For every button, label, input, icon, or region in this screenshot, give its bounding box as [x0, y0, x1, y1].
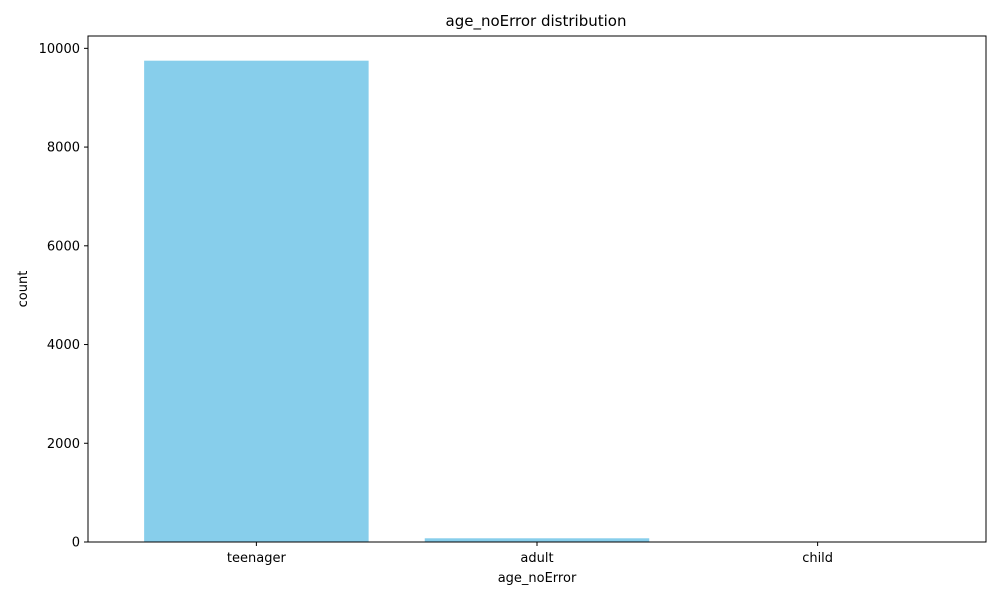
y-tick-label: 0	[72, 536, 80, 551]
y-axis-title: count	[16, 271, 31, 308]
x-axis: teenager adult child	[227, 542, 833, 566]
bar-teenager	[144, 60, 369, 543]
bar-adult	[424, 538, 650, 542]
y-tick-label: 4000	[47, 338, 80, 353]
x-tick-label: adult	[520, 551, 553, 566]
y-tick-label: 6000	[47, 239, 80, 254]
chart-title: age_noError distribution	[446, 12, 627, 31]
y-tick-label: 2000	[47, 437, 80, 452]
x-tick-label: child	[802, 551, 833, 566]
y-axis: 0 2000 4000 6000 8000 10000	[39, 42, 88, 551]
x-tick-label: teenager	[227, 551, 287, 566]
x-axis-title: age_noError	[498, 571, 577, 586]
bars-group	[144, 60, 930, 543]
y-tick-label: 10000	[39, 42, 80, 57]
y-tick-label: 8000	[47, 141, 80, 156]
